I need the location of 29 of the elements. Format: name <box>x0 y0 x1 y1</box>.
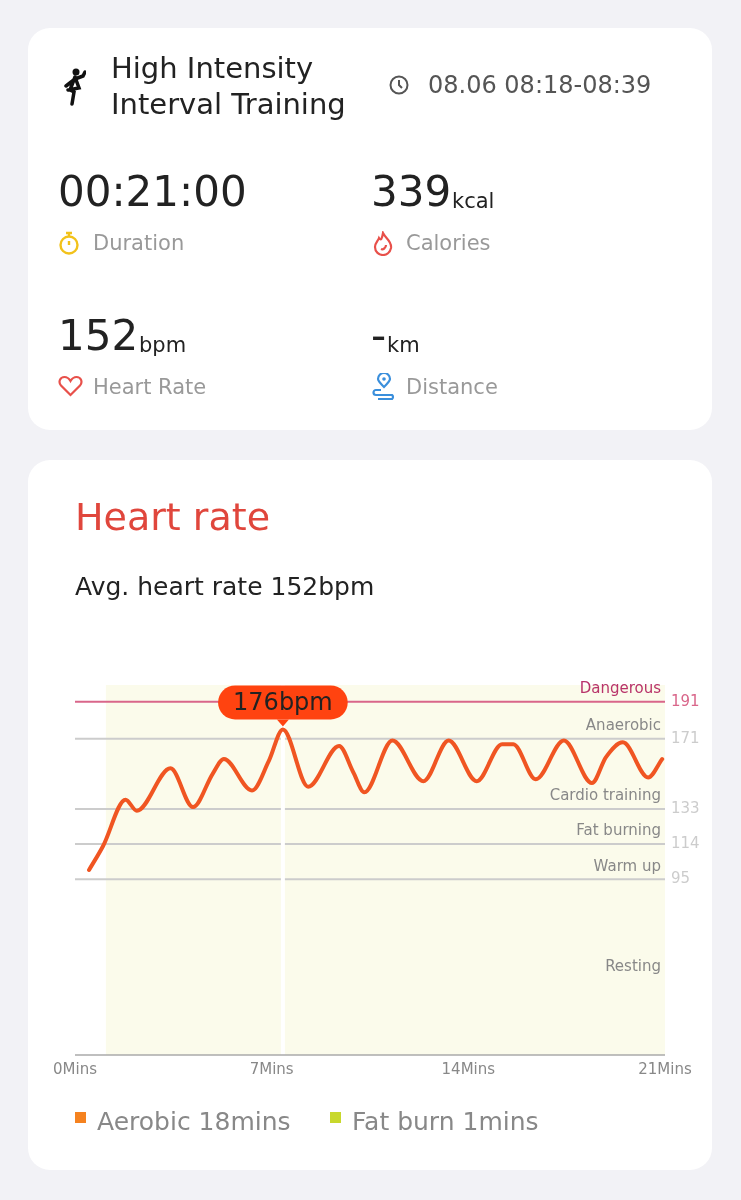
text: Heart Rate <box>93 375 207 400</box>
chart-title: Heart rate <box>75 495 271 540</box>
x-tick-label: 0Mins <box>53 1059 98 1078</box>
text: High Intensity Interval Training <box>111 50 347 123</box>
text: bpm <box>139 333 187 358</box>
x-tick-label: 14Mins <box>441 1059 496 1078</box>
text: Duration <box>93 231 185 256</box>
x-tick-label: 21Mins <box>638 1059 692 1078</box>
text: Distance <box>406 375 498 400</box>
text: 00:21:00 <box>58 167 247 217</box>
annotation: Resting <box>605 957 661 976</box>
text: km <box>387 333 420 358</box>
text: 339 <box>371 167 452 217</box>
ref-line-label: Warm up <box>593 856 661 875</box>
x-tick-label: 7Mins <box>249 1059 294 1078</box>
ref-line-label: Dangerous <box>579 679 662 698</box>
text: Fat burn 1mins <box>352 1107 539 1137</box>
text: Aerobic 18mins <box>97 1107 291 1137</box>
text: - <box>371 311 387 361</box>
text: 08.06 08:18-08:39 <box>428 71 652 100</box>
text: 152 <box>58 311 139 361</box>
annotation: 176bpm <box>233 687 333 716</box>
text: Calories <box>406 231 491 256</box>
y-tick-label: 191 <box>671 691 700 710</box>
chart-subtitle: Avg. heart rate 152bpm <box>75 572 375 602</box>
ref-line-label: Cardio training <box>549 786 661 805</box>
text: kcal <box>452 189 495 214</box>
ref-line-label: Anaerobic <box>585 716 661 735</box>
ref-line-label: Fat burning <box>576 821 661 840</box>
